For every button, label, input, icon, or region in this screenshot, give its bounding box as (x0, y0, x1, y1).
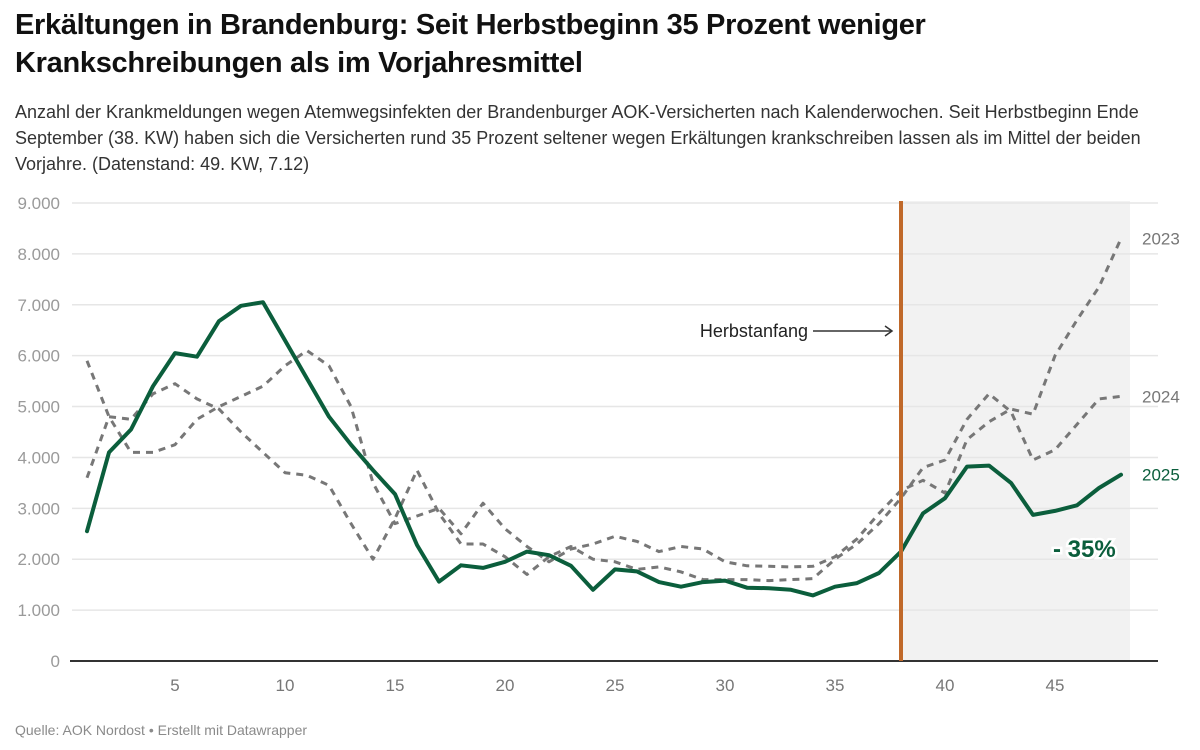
annotation-herbstanfang: Herbstanfang (700, 321, 808, 341)
series-label-2023: 2023 (1142, 230, 1180, 249)
x-tick-label: 5 (170, 676, 179, 695)
y-tick-label: 7.000 (17, 296, 60, 315)
series-label-2025: 2025 (1142, 466, 1180, 485)
y-tick-label: 3.000 (17, 499, 60, 518)
x-tick-label: 30 (716, 676, 735, 695)
x-tick-label: 45 (1046, 676, 1065, 695)
series-label-2024: 2024 (1142, 387, 1180, 406)
chart-title: Erkältungen in Brandenburg: Seit Herbstb… (15, 9, 926, 79)
series-2023 (85, 237, 1123, 569)
series-2025 (85, 300, 1123, 598)
y-tick-label: 4.000 (17, 448, 60, 467)
y-tick-label: 0 (51, 652, 60, 671)
series-line-2025 (85, 300, 1123, 598)
annotation-percent-change: - 35% (1053, 536, 1116, 563)
y-tick-label: 8.000 (17, 245, 60, 264)
source-note: Quelle: AOK Nordost • Erstellt mit Dataw… (15, 722, 308, 738)
x-tick-label: 25 (606, 676, 625, 695)
x-tick-label: 10 (276, 676, 295, 695)
x-tick-label: 35 (826, 676, 845, 695)
series-line-2024 (85, 382, 1122, 583)
series-line-2023 (85, 237, 1123, 569)
chart-subtitle: Anzahl der Krankmeldungen wegen Atemwegs… (15, 102, 1141, 174)
y-tick-label: 9.000 (17, 194, 60, 213)
x-tick-label: 15 (386, 676, 405, 695)
arrow-head-icon (884, 325, 894, 337)
y-tick-label: 6.000 (17, 347, 60, 366)
series-2024 (85, 382, 1122, 583)
y-tick-label: 2.000 (17, 550, 60, 569)
y-tick-label: 1.000 (17, 601, 60, 620)
x-tick-label: 20 (496, 676, 515, 695)
y-tick-label: 5.000 (17, 398, 60, 417)
shaded-autumn-region (901, 201, 1130, 661)
x-tick-label: 40 (936, 676, 955, 695)
